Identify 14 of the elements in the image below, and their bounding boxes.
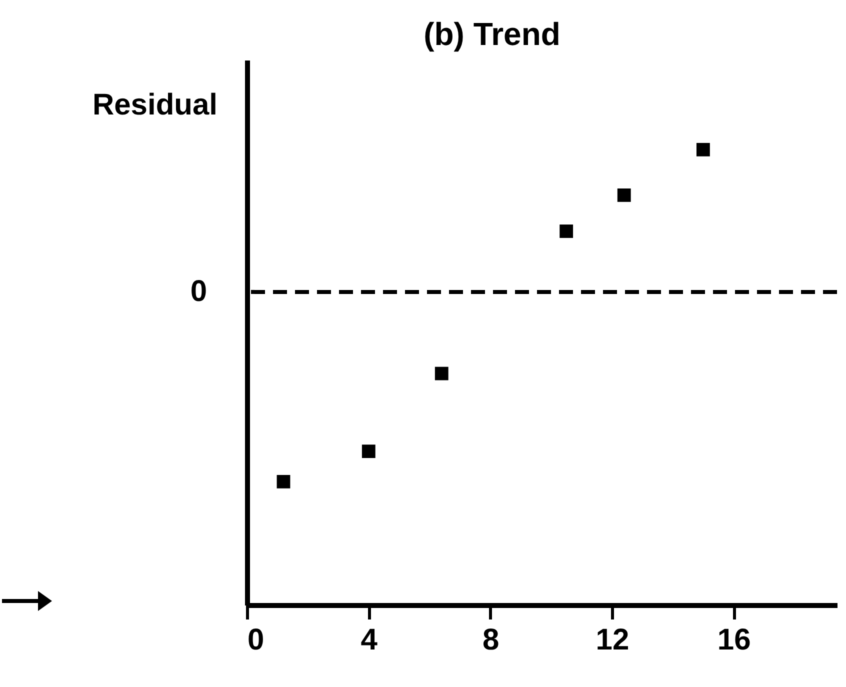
x-tick-label: 12 [596, 624, 630, 656]
chart-title: (b) Trend [424, 16, 560, 52]
point [560, 224, 574, 238]
point [362, 444, 376, 458]
point [617, 188, 631, 202]
point [434, 366, 448, 380]
point [276, 474, 290, 488]
y-axis-title: Residual [92, 88, 218, 122]
ref-line-label: 0 [190, 274, 207, 308]
x-tick-label: 16 [717, 624, 751, 656]
x-tick-label: 8 [482, 624, 500, 656]
x-tick-label: 4 [360, 624, 378, 656]
x-tick-label: 0 [248, 624, 264, 656]
point [696, 142, 710, 156]
